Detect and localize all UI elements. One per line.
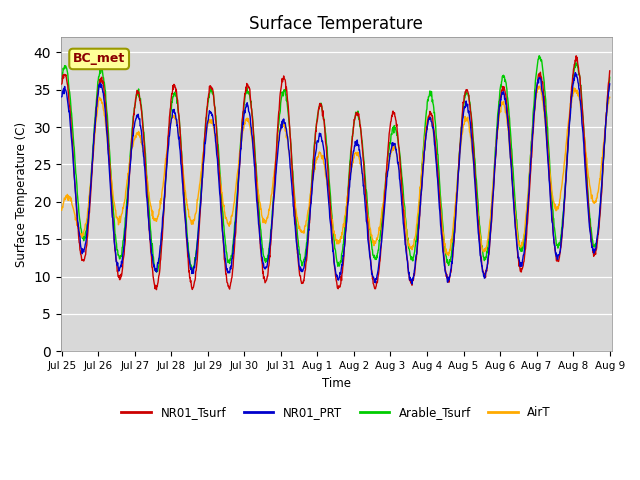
Title: Surface Temperature: Surface Temperature — [249, 15, 423, 33]
Y-axis label: Surface Temperature (C): Surface Temperature (C) — [15, 122, 28, 267]
Legend: NR01_Tsurf, NR01_PRT, Arable_Tsurf, AirT: NR01_Tsurf, NR01_PRT, Arable_Tsurf, AirT — [116, 401, 556, 424]
X-axis label: Time: Time — [322, 377, 351, 390]
Text: BC_met: BC_met — [73, 52, 125, 65]
